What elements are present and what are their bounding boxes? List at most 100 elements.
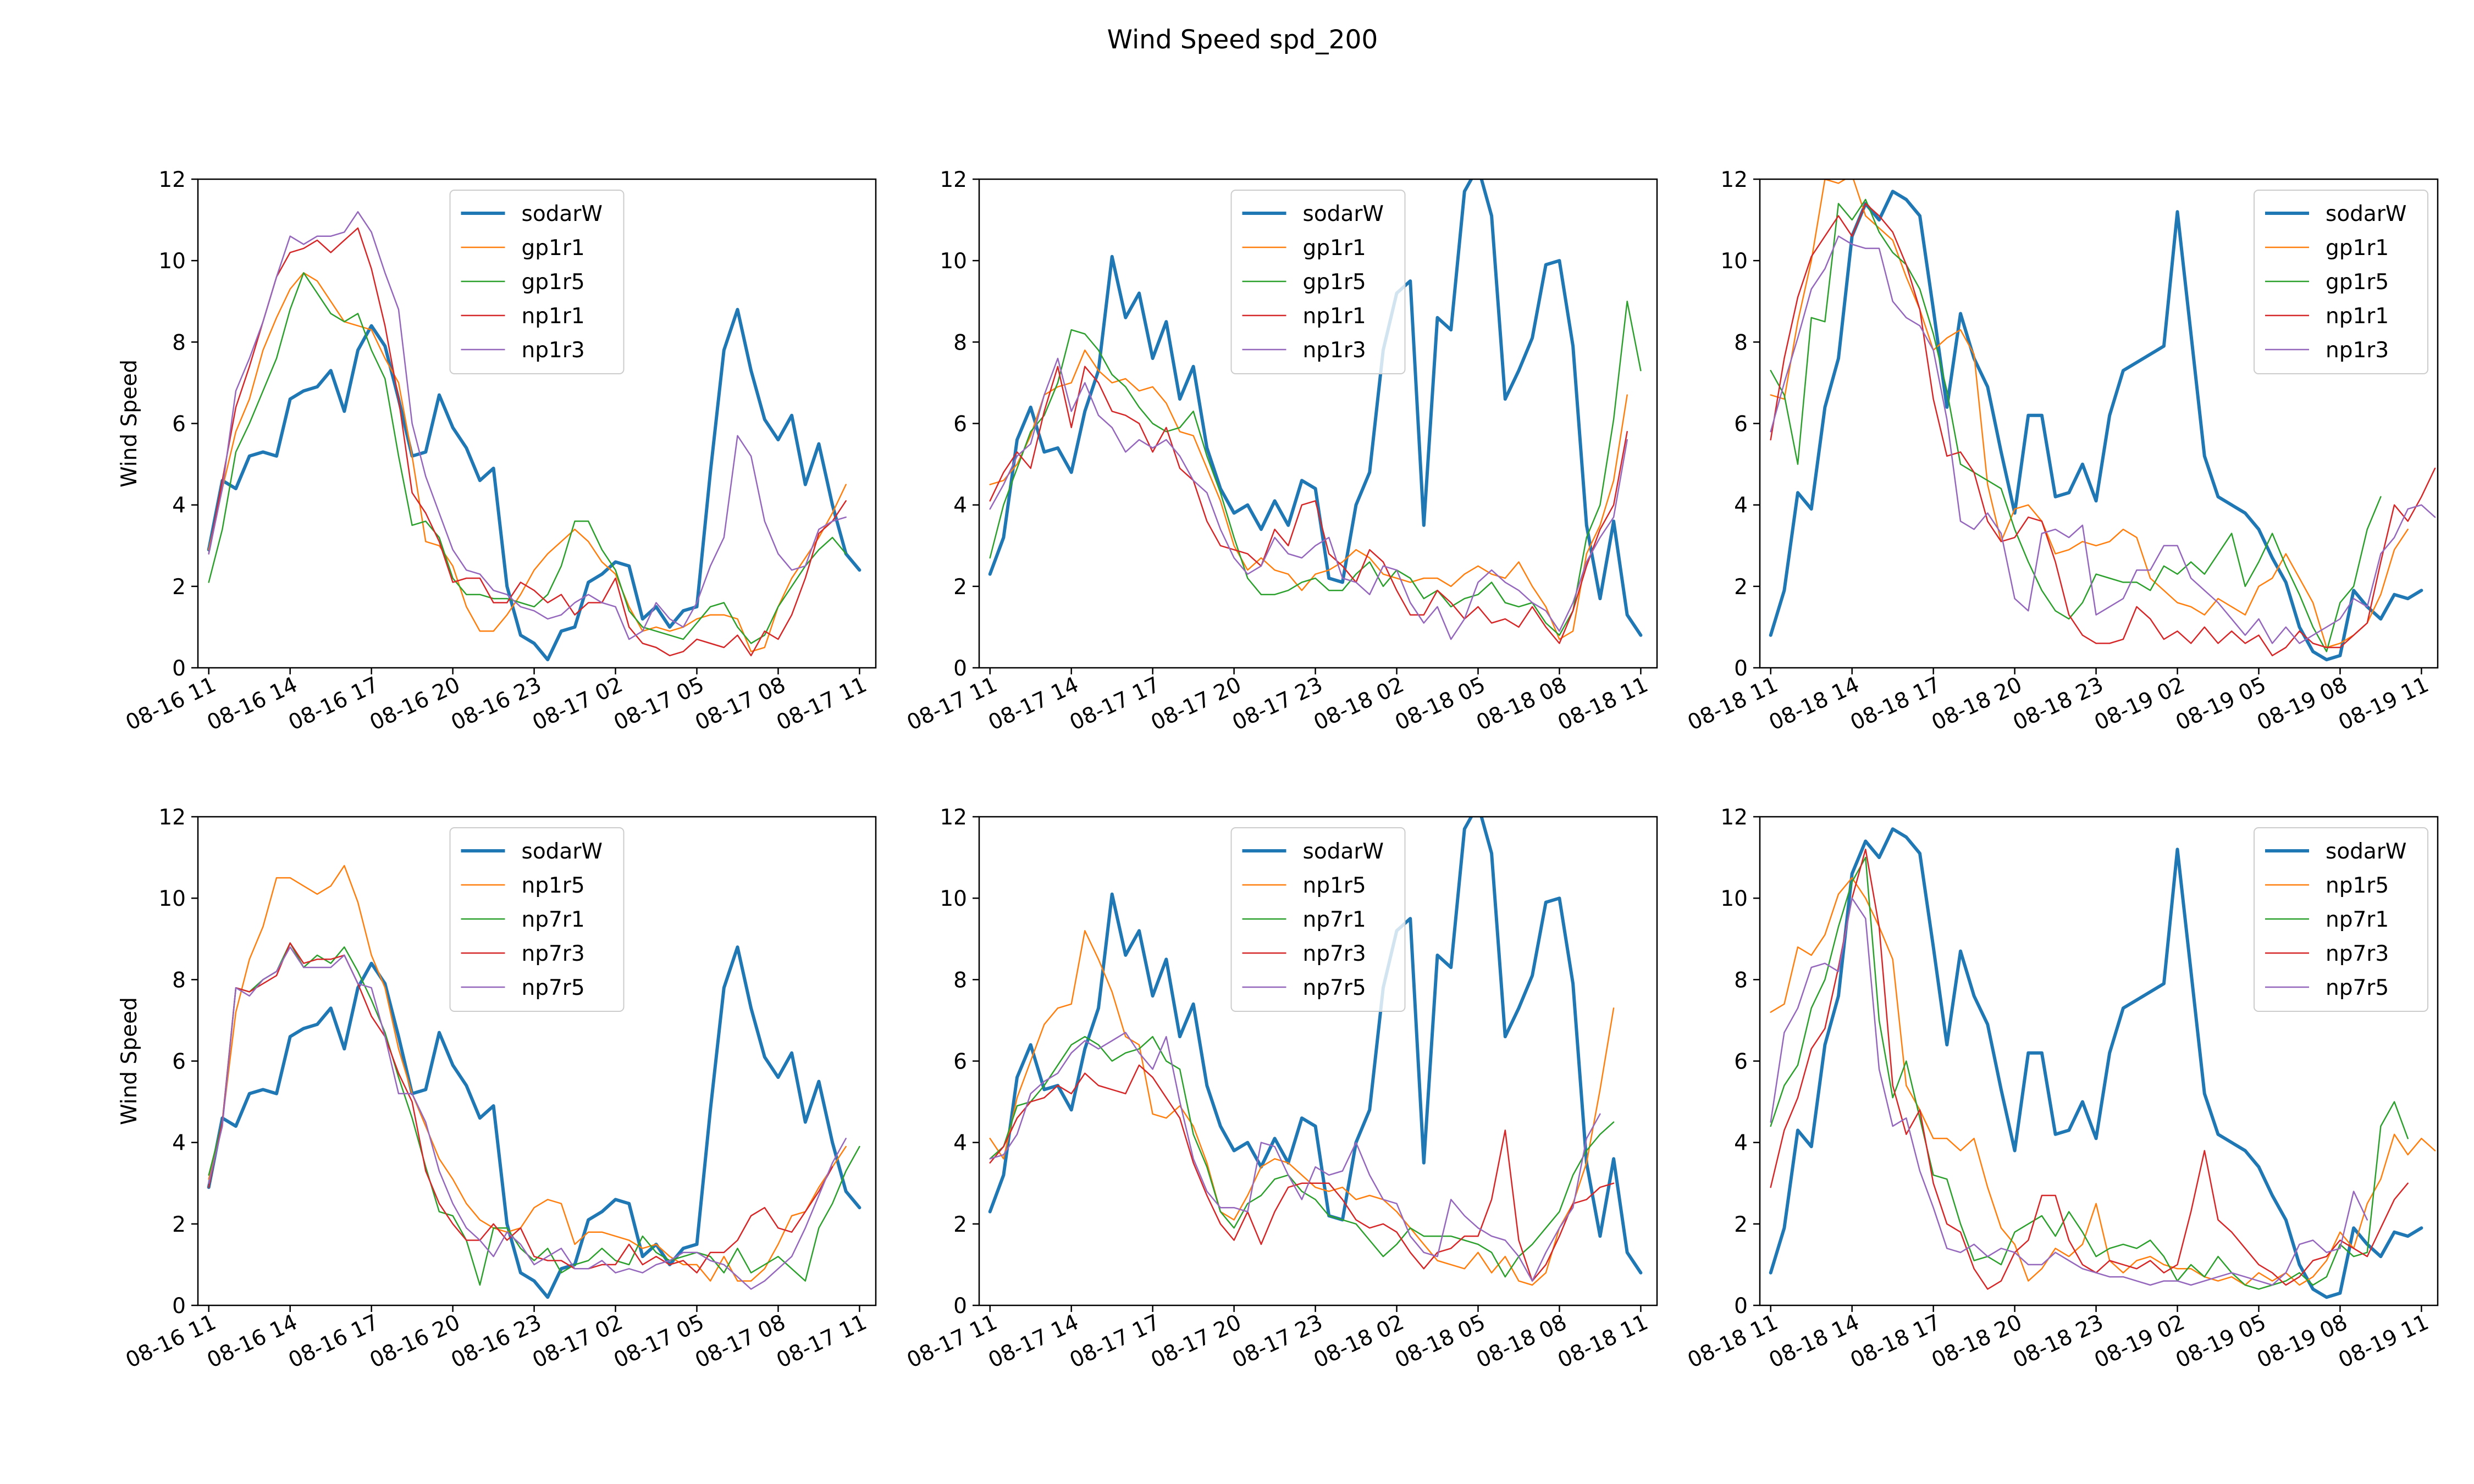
legend-entry-gp1r5: gp1r5 (522, 270, 585, 295)
y-tick-label: 6 (1734, 1050, 1748, 1075)
y-tick-label: 10 (158, 249, 186, 274)
series-line-np1r1 (989, 366, 1628, 644)
series-line-np7r5 (208, 946, 847, 1290)
series-line-np7r5 (989, 1032, 1601, 1282)
y-tick-label: 2 (953, 575, 967, 600)
series-line-sodarW (207, 308, 862, 662)
y-tick-label: 0 (953, 1294, 967, 1319)
y-tick-label: 4 (953, 494, 967, 518)
series-line-sodarW (1769, 827, 2423, 1299)
series-line-np1r3 (1770, 235, 2436, 644)
y-tick-label: 4 (1734, 494, 1748, 518)
y-tick-label: 4 (172, 1131, 186, 1156)
legend: sodarW gp1r1 gp1r5 np1r1 np1r3 (1230, 190, 1406, 374)
series-line-np1r5 (208, 865, 847, 1282)
series-line-np7r3 (989, 1064, 1615, 1282)
legend-box (1230, 827, 1406, 1012)
legend-entry-gp1r1: gp1r1 (522, 236, 585, 261)
y-tick-label: 4 (953, 1131, 967, 1156)
legend-box (449, 190, 625, 374)
legend-box (1230, 190, 1406, 374)
series-group (1769, 179, 2436, 662)
legend-entry-sodarW: sodarW (2326, 202, 2406, 226)
legend-entry-np1r5: np1r5 (522, 873, 585, 898)
legend-entry-np7r5: np7r5 (2326, 976, 2389, 1000)
axes-frame (1759, 816, 2439, 1306)
legend-entry-np7r5: np7r5 (522, 976, 585, 1000)
legend-entry-sodarW: sodarW (522, 202, 603, 226)
y-tick-label: 2 (172, 575, 186, 600)
y-tick-label: 8 (953, 968, 967, 993)
series-line-np1r5 (989, 930, 1615, 1286)
series-line-gp1r5 (208, 272, 847, 644)
series-group (988, 817, 1643, 1286)
series-line-gp1r1 (208, 272, 847, 652)
series-line-np1r5 (1770, 877, 2436, 1286)
axes-frame (978, 816, 1658, 1306)
y-tick-label: 10 (1720, 887, 1748, 911)
y-tick-label: 0 (172, 656, 186, 681)
y-tick-label: 6 (172, 1050, 186, 1075)
y-tick-label: 2 (1734, 575, 1748, 600)
series-line-np7r3 (1770, 849, 2409, 1290)
y-tick-label: 4 (172, 494, 186, 518)
legend-entry-np1r1: np1r1 (1303, 304, 1366, 329)
series-group (207, 865, 862, 1299)
series-line-np1r3 (208, 211, 847, 640)
y-tick-label: 6 (953, 1050, 967, 1075)
legend: sodarW gp1r1 gp1r5 np1r1 np1r3 (2254, 190, 2428, 374)
y-tick-label: 6 (172, 412, 186, 437)
y-tick-label: 12 (940, 168, 967, 192)
y-tick-label: 12 (1720, 805, 1748, 830)
legend-entry-np7r1: np7r1 (1303, 907, 1366, 932)
y-tick-label: 8 (1734, 968, 1748, 993)
series-group (1769, 827, 2436, 1299)
y-tick-label: 12 (1720, 168, 1748, 192)
y-tick-label: 10 (940, 249, 967, 274)
y-tick-label: 4 (1734, 1131, 1748, 1156)
series-line-np7r3 (208, 942, 833, 1273)
legend: sodarW np1r5 np7r1 np7r3 np7r5 (1230, 827, 1406, 1012)
legend-entry-np7r3: np7r3 (1303, 942, 1366, 966)
y-tick-label: 12 (158, 805, 186, 830)
y-tick-label: 2 (172, 1212, 186, 1237)
legend-entry-np1r1: np1r1 (522, 304, 585, 329)
legend-entry-gp1r1: gp1r1 (2326, 236, 2389, 261)
y-tick-label: 8 (172, 968, 186, 993)
figure-title: Wind Speed spd_200 (1107, 25, 1378, 55)
y-tick-label: 10 (940, 887, 967, 911)
legend: sodarW np1r5 np7r1 np7r3 np7r5 (449, 827, 625, 1012)
series-line-gp1r5 (1770, 198, 2382, 652)
series-line-sodarW (207, 945, 862, 1299)
y-tick-label: 0 (1734, 656, 1748, 681)
series-line-np1r1 (208, 227, 847, 657)
series-line-np7r5 (1770, 897, 2368, 1286)
axes-frame (197, 178, 877, 669)
legend-entry-np7r3: np7r3 (522, 942, 585, 966)
series-line-np1r1 (1770, 203, 2436, 657)
series-line-np7r1 (989, 1036, 1615, 1278)
y-tick-label: 12 (158, 168, 186, 192)
legend-entry-np1r3: np1r3 (2326, 338, 2389, 363)
y-axis-label: Wind Speed (117, 359, 142, 488)
legend-box (2254, 190, 2428, 374)
series-group (207, 211, 862, 662)
legend-entry-np1r3: np1r3 (1303, 338, 1366, 363)
legend-entry-np7r1: np7r1 (2326, 907, 2389, 932)
y-tick-label: 8 (172, 330, 186, 355)
legend-entry-np1r1: np1r1 (2326, 304, 2389, 329)
y-tick-label: 2 (1734, 1212, 1748, 1237)
legend-box (449, 827, 625, 1012)
y-tick-label: 6 (953, 412, 967, 437)
legend-entry-sodarW: sodarW (1303, 202, 1384, 226)
series-line-np7r1 (208, 942, 860, 1286)
legend-entry-gp1r1: gp1r1 (1303, 236, 1366, 261)
legend: sodarW gp1r1 gp1r5 np1r1 np1r3 (449, 190, 625, 374)
legend-entry-sodarW: sodarW (522, 839, 603, 864)
y-tick-label: 2 (953, 1212, 967, 1237)
legend-box (2254, 827, 2428, 1012)
legend: sodarW np1r5 np7r1 np7r3 np7r5 (2254, 827, 2428, 1012)
legend-entry-np1r3: np1r3 (522, 338, 585, 363)
legend-entry-np1r5: np1r5 (2326, 873, 2389, 898)
